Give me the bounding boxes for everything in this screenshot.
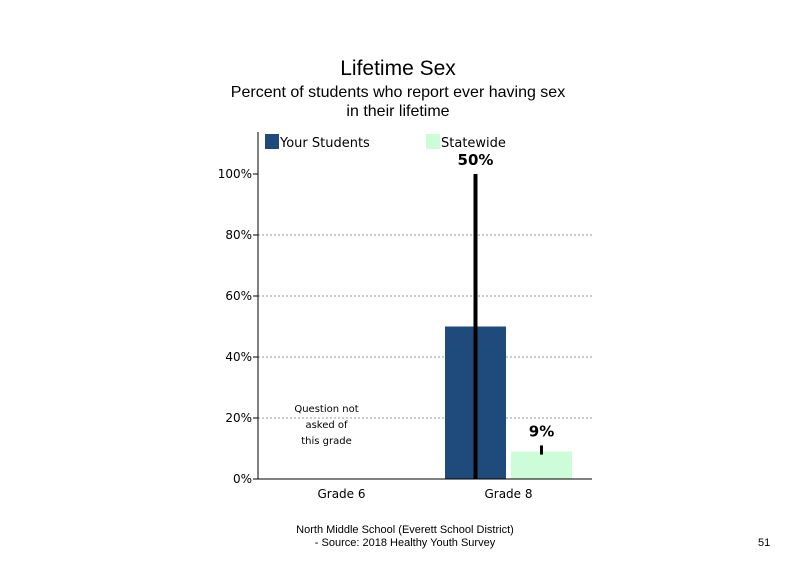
annotation-text: Question not bbox=[294, 404, 358, 415]
labels: 0% 20% 40% 60% 80% 100% Grade 6 Question not ask… bbox=[218, 151, 555, 501]
data-label: 9% bbox=[529, 422, 554, 440]
x-tick-label: Grade 6 bbox=[317, 487, 365, 501]
legend-swatch bbox=[265, 134, 279, 149]
y-tick-label: 100% bbox=[218, 167, 252, 181]
y-tick-label: 40% bbox=[225, 350, 252, 364]
page-number: 51 bbox=[758, 537, 771, 549]
legend-label: Your Students bbox=[279, 136, 370, 151]
legend-swatch bbox=[426, 134, 440, 149]
bar bbox=[511, 451, 572, 479]
footer-line-1: North Middle School (Everett School Dist… bbox=[296, 524, 514, 536]
y-tick-label: 0% bbox=[233, 472, 252, 486]
y-tick-label: 80% bbox=[225, 228, 252, 242]
footer-source: North Middle School (Everett School Dist… bbox=[220, 524, 590, 550]
subtitle-line-1: Percent of students who report ever havi… bbox=[230, 84, 566, 101]
gridlines bbox=[258, 234, 592, 419]
footer-line-2: - Source: 2018 Healthy Youth Survey bbox=[314, 537, 496, 549]
x-tick-label: Grade 8 bbox=[484, 487, 532, 501]
axes bbox=[253, 132, 592, 480]
chart-subtitle: Percent of students who report ever havi… bbox=[0, 83, 796, 121]
annotation-text: this grade bbox=[301, 436, 352, 447]
legend-label: Statewide bbox=[441, 136, 506, 151]
bars bbox=[445, 174, 572, 479]
annotation-text: asked of bbox=[305, 420, 348, 431]
data-label: 50% bbox=[458, 151, 494, 169]
y-tick-label: 20% bbox=[225, 411, 252, 425]
legend: Your Students Statewide bbox=[265, 134, 506, 151]
subtitle-line-2: in their lifetime bbox=[346, 103, 450, 120]
chart-title: Lifetime Sex bbox=[340, 57, 456, 80]
y-tick-label: 60% bbox=[225, 289, 252, 303]
